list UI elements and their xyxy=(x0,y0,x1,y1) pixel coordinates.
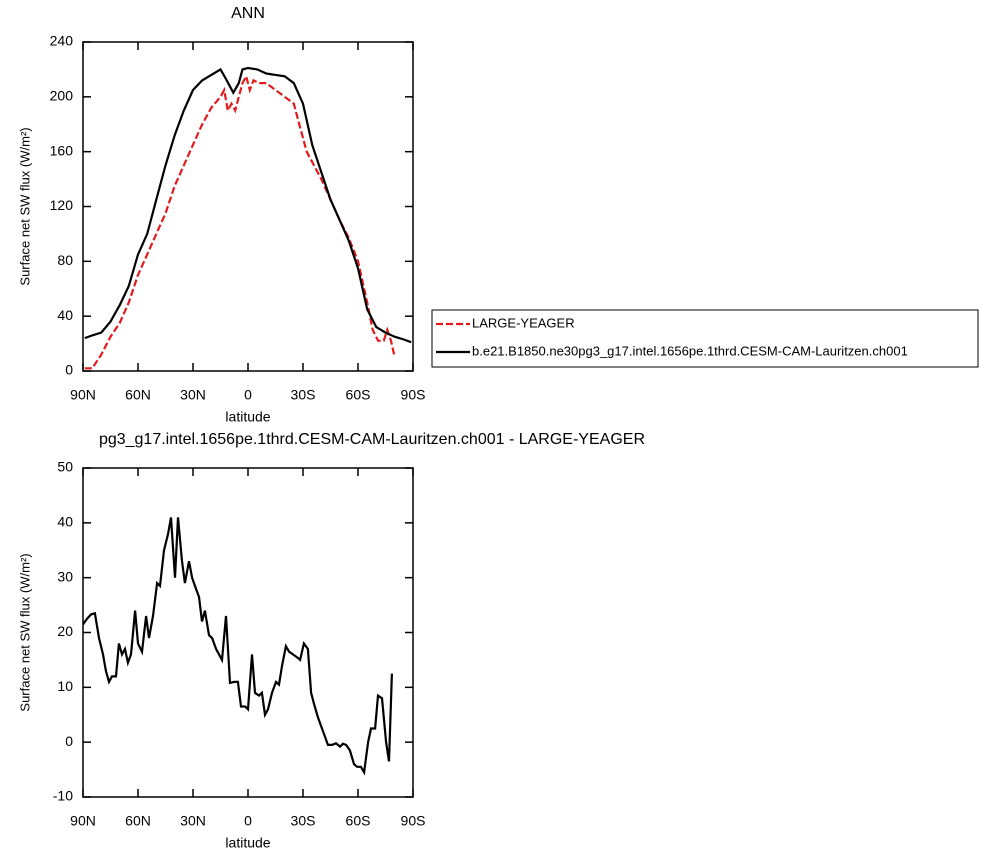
x-tick-label: 90S xyxy=(401,387,426,403)
x-tick-label: 60N xyxy=(125,387,151,403)
x-axis-label: latitude xyxy=(225,835,270,851)
y-tick-label: 80 xyxy=(57,252,73,268)
x-tick-label: 0 xyxy=(244,813,252,829)
y-tick-label: 50 xyxy=(57,459,73,475)
y-axis-label: Surface net SW flux (W/m²) xyxy=(17,127,32,285)
y-axis-label: Surface net SW flux (W/m²) xyxy=(17,553,32,711)
legend-label: LARGE-YEAGER xyxy=(472,315,575,330)
y-tick-label: 10 xyxy=(57,678,73,694)
x-tick-label: 90N xyxy=(70,813,96,829)
x-tick-label: 60N xyxy=(125,813,151,829)
y-tick-label: -10 xyxy=(53,788,73,804)
x-tick-label: 90N xyxy=(70,387,96,403)
x-tick-label: 90S xyxy=(401,813,426,829)
y-tick-label: 40 xyxy=(57,514,73,530)
x-tick-label: 60S xyxy=(346,387,371,403)
x-tick-label: 0 xyxy=(244,387,252,403)
x-axis-label: latitude xyxy=(225,409,270,425)
y-tick-label: 30 xyxy=(57,568,73,584)
legend-label: b.e21.B1850.ne30pg3_g17.intel.1656pe.1th… xyxy=(472,343,908,358)
y-tick-label: 0 xyxy=(65,362,73,378)
y-tick-label: 120 xyxy=(50,197,74,213)
chart-title: ANN xyxy=(231,5,265,22)
y-tick-label: 40 xyxy=(57,307,73,323)
data-line xyxy=(84,73,396,370)
plot-frame xyxy=(82,467,414,798)
data-line xyxy=(84,66,412,344)
y-tick-label: 200 xyxy=(50,88,74,104)
x-tick-label: 30S xyxy=(291,813,316,829)
y-tick-label: 20 xyxy=(57,623,73,639)
x-tick-label: 30S xyxy=(291,387,316,403)
x-tick-label: 60S xyxy=(346,813,371,829)
plot-frame xyxy=(82,41,414,372)
y-tick-label: 240 xyxy=(50,33,74,49)
legend-box xyxy=(431,309,979,368)
data-line xyxy=(82,517,393,776)
chart-title: pg3_g17.intel.1656pe.1thrd.CESM-CAM-Laur… xyxy=(99,431,645,448)
y-tick-label: 0 xyxy=(65,733,73,749)
x-tick-label: 30N xyxy=(180,813,206,829)
y-tick-label: 160 xyxy=(50,142,74,158)
x-tick-label: 30N xyxy=(180,387,206,403)
